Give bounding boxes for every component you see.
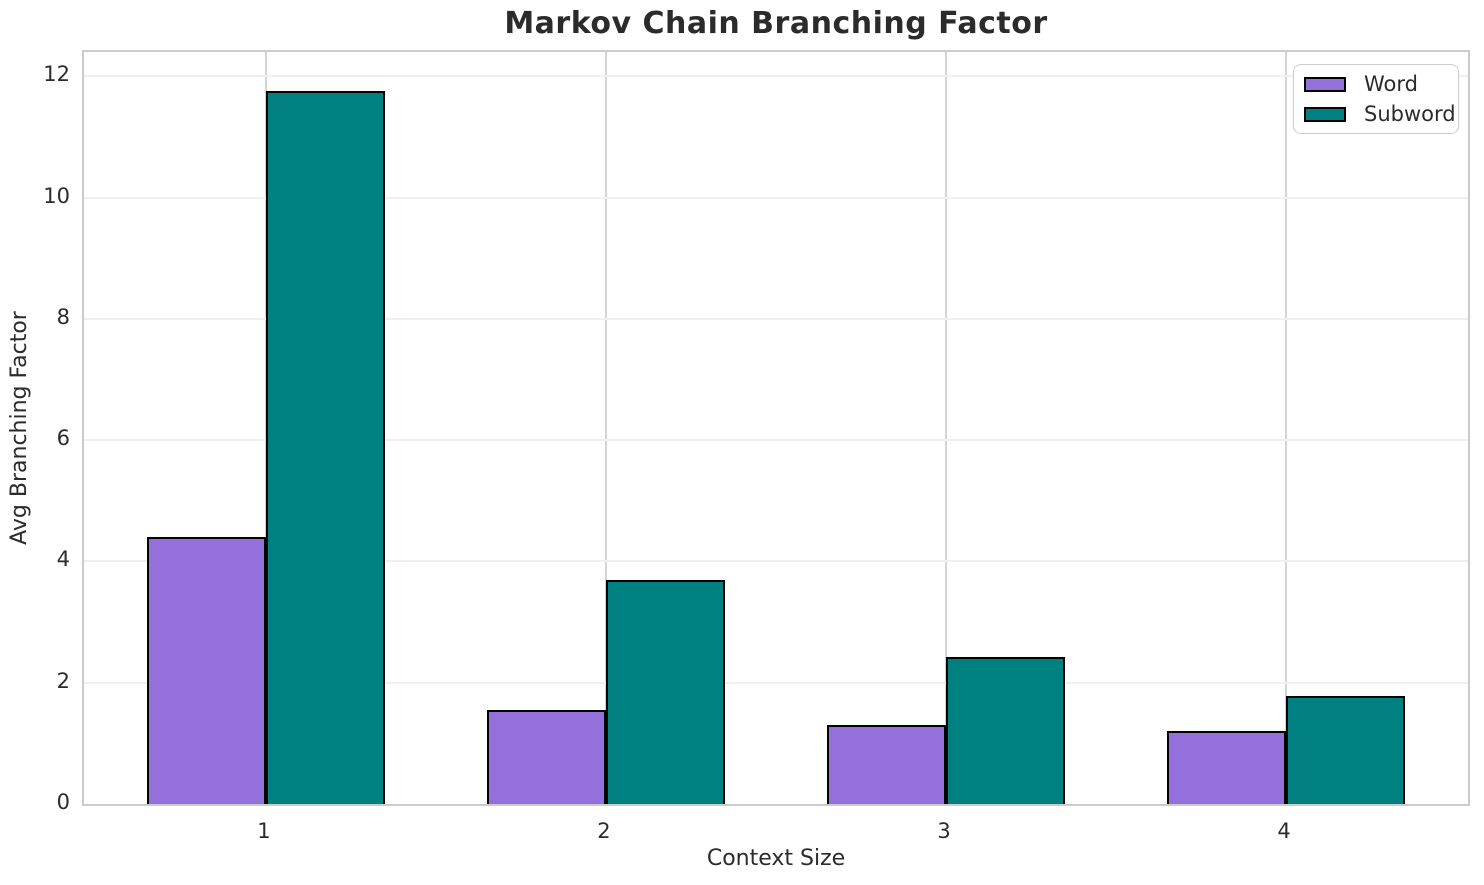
x-gridline-4 [1285,52,1288,804]
y-tick-label-4: 4 [56,547,70,572]
legend: Word Subword [1293,64,1459,134]
y-tick-label-6: 6 [56,426,70,451]
y-tick-label-8: 8 [56,304,70,329]
x-tick-label-3: 3 [937,819,951,843]
y-tick-label-10: 10 [43,183,70,208]
y-tick-label-2: 2 [56,668,70,693]
y-gridline-4 [84,560,1468,563]
legend-item-subword: Subword [1304,99,1456,129]
legend-swatch-word [1304,76,1346,92]
x-tick-label-1: 1 [257,819,271,843]
bar-subword-context-4 [1286,696,1406,804]
x-gridline-3 [945,52,948,804]
bar-subword-context-1 [265,91,385,804]
legend-label-word: Word [1364,72,1418,96]
legend-item-word: Word [1304,69,1448,99]
bar-word-context-4 [1167,731,1287,804]
x-tick-label-2: 2 [597,819,611,843]
y-gridline-10 [84,196,1468,199]
bar-subword-context-2 [605,579,725,804]
y-tick-label-0: 0 [56,790,70,814]
y-gridline-2 [84,681,1468,684]
y-tick-label-12: 12 [43,62,70,87]
bar-subword-context-3 [946,656,1066,804]
x-axis-label: Context Size [706,846,846,871]
bar-word-context-1 [146,537,266,804]
y-gridline-12 [84,75,1468,78]
x-gridline-2 [604,52,607,804]
legend-label-subword: Subword [1364,102,1456,126]
y-gridline-8 [84,317,1468,320]
x-tick-label-4: 4 [1277,819,1291,843]
bar-word-context-2 [486,710,606,804]
y-gridline-6 [84,439,1468,442]
plot-area [82,50,1470,806]
legend-swatch-subword [1304,106,1346,122]
bar-word-context-3 [827,725,947,804]
chart-title: Markov Chain Branching Factor [504,6,1048,41]
